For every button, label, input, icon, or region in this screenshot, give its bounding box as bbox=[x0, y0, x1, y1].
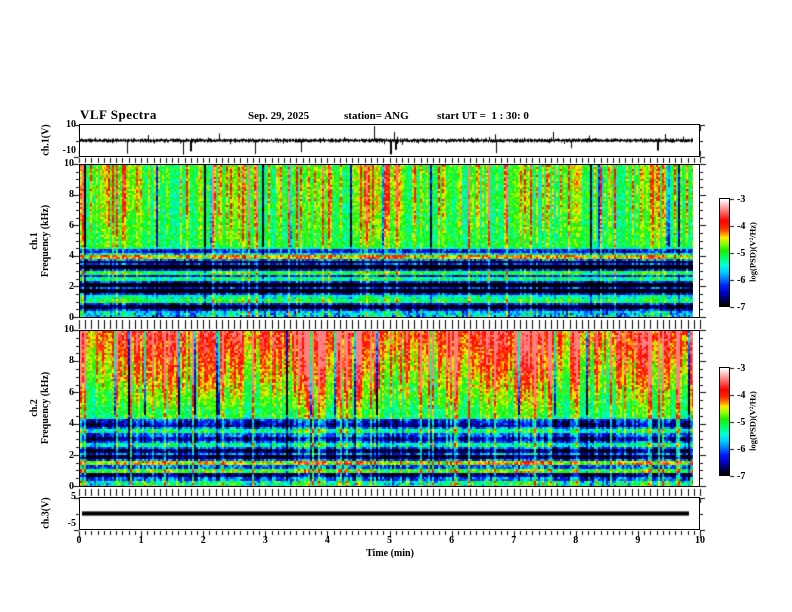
title-start-ut: start UT = 1 : 30: 0 bbox=[437, 110, 529, 122]
ch3-waveform-canvas bbox=[80, 498, 693, 529]
colorbar-tick-label: -4 bbox=[737, 389, 746, 401]
colorbar-1 bbox=[719, 198, 730, 307]
spec2-ylabel-axis: Frequency (kHz) bbox=[40, 371, 51, 445]
ch3-waveform-panel bbox=[79, 497, 700, 530]
ch1-waveform-panel bbox=[79, 124, 700, 157]
spec1-ylabel: ch.1 Frequency (kHz) bbox=[29, 205, 51, 277]
ch3-wave-ymax: 5 bbox=[71, 491, 76, 502]
spec-y-tick-label: 0 bbox=[69, 481, 74, 492]
ch2-spectrogram-panel bbox=[79, 330, 700, 487]
x-tick-label: 10 bbox=[695, 535, 705, 546]
colorbar-tick-label: -3 bbox=[737, 193, 746, 205]
spec-y-tick-label: 4 bbox=[69, 250, 74, 262]
spec-y-tick-label: 8 bbox=[69, 188, 74, 200]
spec-y-tick-label: 10 bbox=[64, 158, 74, 169]
spec2-ylabel: ch.2 Frequency (kHz) bbox=[29, 372, 51, 444]
spec-y-tick-label: 4 bbox=[69, 418, 74, 430]
ch2-spectrogram-canvas bbox=[80, 331, 693, 486]
spec-y-tick-label: 2 bbox=[69, 281, 74, 293]
colorbar-tick-label: -5 bbox=[737, 247, 746, 259]
x-tick-label: 2 bbox=[200, 535, 206, 546]
colorbar-2-canvas bbox=[720, 368, 729, 475]
x-tick-label: 0 bbox=[76, 535, 82, 546]
x-tick-label: 9 bbox=[635, 535, 641, 546]
spec-y-tick-label: 6 bbox=[69, 386, 74, 398]
spec1-ylabel-name: ch.1 bbox=[29, 232, 40, 250]
spec-y-tick-label: 8 bbox=[69, 355, 74, 367]
spec-y-tick-label: 6 bbox=[69, 219, 74, 231]
x-tick-label: 4 bbox=[324, 535, 330, 546]
ch1-spectrogram-canvas bbox=[80, 165, 693, 317]
colorbar-tick-label: -6 bbox=[737, 443, 746, 455]
x-tick-label: 8 bbox=[573, 535, 579, 546]
x-tick-label: 3 bbox=[262, 535, 268, 546]
spec1-ylabel-axis: Frequency (kHz) bbox=[40, 204, 51, 278]
page-title: VLF Spectra bbox=[80, 107, 157, 122]
colorbar-tick-label: -6 bbox=[737, 274, 746, 286]
ch1-wave-ymax: 10 bbox=[66, 119, 76, 130]
spec-y-tick-label: 0 bbox=[69, 312, 74, 323]
colorbar-tick-label: -7 bbox=[737, 301, 746, 313]
ch3-wave-ymin: -5 bbox=[67, 518, 76, 529]
spec2-ylabel-name: ch.2 bbox=[29, 399, 40, 417]
title-date: Sep. 29, 2025 bbox=[248, 110, 310, 122]
x-axis-title: Time (min) bbox=[366, 548, 414, 559]
x-tick-label: 6 bbox=[449, 535, 455, 546]
colorbar-2 bbox=[719, 367, 730, 476]
colorbar-tick-label: -7 bbox=[737, 470, 746, 482]
colorbar-tick-label: -3 bbox=[737, 362, 746, 374]
spec-y-tick-label: 10 bbox=[64, 324, 74, 335]
ch1-spectrogram-panel bbox=[79, 164, 700, 318]
title-station: station= ANG bbox=[344, 110, 409, 122]
x-tick-label: 5 bbox=[387, 535, 392, 546]
x-tick-label: 7 bbox=[511, 535, 517, 546]
x-tick-label: 1 bbox=[138, 535, 144, 546]
ch1-waveform-canvas bbox=[80, 125, 693, 156]
colorbar-tick-label: -5 bbox=[737, 416, 746, 428]
ch1-wave-ymin: -10 bbox=[62, 145, 76, 156]
colorbar-tick-label: -4 bbox=[737, 220, 746, 232]
colorbar-1-canvas bbox=[720, 199, 729, 306]
spec-y-tick-label: 2 bbox=[69, 449, 74, 461]
